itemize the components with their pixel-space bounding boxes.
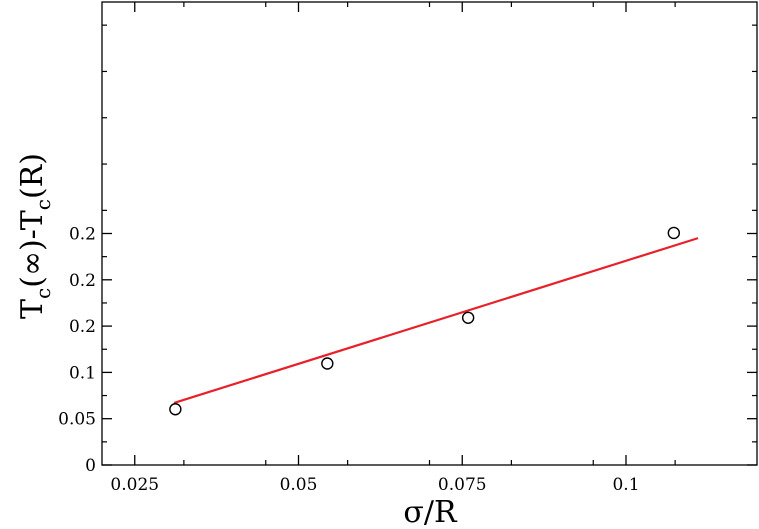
y-tick-labels: 0 0.05 0.1 0.2 0.2 0.2 <box>58 225 96 477</box>
fit-lines <box>173 237 699 405</box>
x-tick-label: 0.1 <box>612 475 639 495</box>
x-tick-label: 0.05 <box>280 475 318 495</box>
data-points <box>169 226 681 416</box>
data-point <box>321 357 334 370</box>
fit-line <box>173 237 699 405</box>
y-tick-label: 0.05 <box>58 410 96 430</box>
y-tick-label: 0.1 <box>69 363 96 383</box>
x-axis-title: σ/R <box>403 495 458 529</box>
data-point <box>667 226 681 240</box>
y-tick-label: 0.2 <box>69 225 96 245</box>
data-point <box>461 311 475 324</box>
x-tick-label: 0.075 <box>438 475 487 495</box>
y-axis-title-text: Tc​(∞)-Tc​(R) <box>15 153 55 319</box>
y-tick-label: 0.2 <box>69 317 96 337</box>
x-tick-label: 0.025 <box>110 475 159 495</box>
y-tick-label: 0.2 <box>69 271 96 291</box>
y-tick-label: 0 <box>85 456 96 476</box>
x-tick-labels: 0.025 0.05 0.075 0.1 <box>110 475 639 495</box>
y-axis-title: Tc​(∞)-Tc​(R) <box>15 153 55 319</box>
data-point <box>169 403 182 416</box>
axis-ticks <box>102 2 757 466</box>
